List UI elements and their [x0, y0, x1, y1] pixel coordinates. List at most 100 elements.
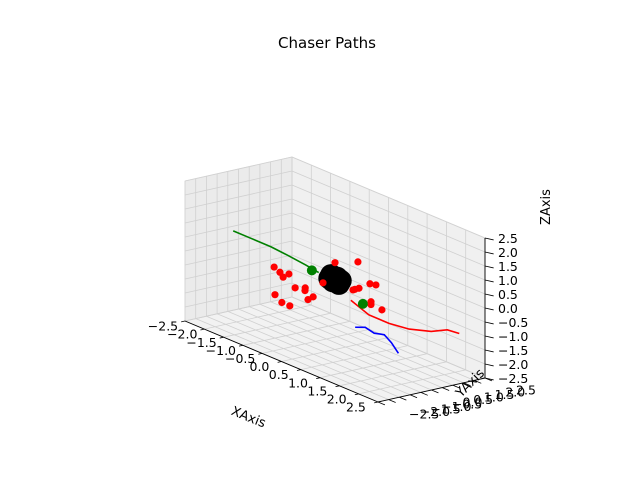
x-tick-label: −1.0 [206, 343, 236, 358]
x-tick-label: 2.5 [346, 400, 366, 415]
y-tick [377, 401, 386, 406]
z-tick [484, 349, 494, 353]
chaser-path [355, 326, 400, 354]
red-point [351, 285, 359, 293]
gridline [358, 369, 466, 395]
gridline [291, 170, 486, 253]
z-tick-label: −2.0 [498, 357, 528, 372]
red-point [304, 295, 312, 304]
y-tick-label: −2.5 [409, 406, 439, 421]
z-tick-label: 0.5 [498, 287, 518, 302]
z-tick-label: −0.5 [498, 315, 528, 330]
y-tick-label: −1.0 [441, 399, 471, 414]
z-tick-label: 2.5 [498, 231, 518, 246]
gridline [184, 226, 293, 252]
z-tick [484, 237, 494, 241]
y-tick [388, 399, 396, 403]
z-axis-label: ZAxis [539, 189, 554, 225]
x-tick [258, 353, 263, 355]
gridline [249, 306, 443, 388]
x-tick-label: 0.0 [250, 359, 270, 374]
x-tick-label: 1.0 [288, 375, 308, 390]
red-point [286, 302, 294, 310]
axis-ticks: −2.5−2.5−2.5−2.0−2.0−2.0−1.5−1.5−1.5−1.0… [148, 231, 536, 421]
red-point [372, 281, 380, 289]
red-point [285, 270, 293, 278]
x-tick [335, 385, 340, 388]
red-point [367, 300, 375, 309]
chart-title: Chaser Paths [278, 34, 376, 52]
red-point [366, 280, 374, 288]
chaser-path [232, 230, 320, 274]
gridline [300, 345, 408, 370]
z-tick-label: −1.5 [498, 343, 528, 358]
gridline [281, 299, 475, 381]
red-point [291, 284, 299, 292]
gridline [184, 198, 293, 224]
gridline [184, 184, 293, 210]
red-point [276, 268, 284, 276]
z-tick-label: −2.5 [498, 371, 528, 386]
gridline [320, 353, 428, 379]
gridline [184, 156, 293, 182]
z-tick-label: 0.0 [498, 301, 518, 316]
y-tick-label: 1.5 [495, 387, 515, 402]
x-tick [181, 320, 186, 323]
gridline [184, 212, 293, 238]
y-tick-label: −2.0 [420, 404, 450, 419]
z-tick-label: 1.5 [498, 259, 518, 274]
gridline [291, 156, 486, 239]
z-tick-label: 1.0 [498, 273, 518, 288]
gridline [291, 184, 486, 267]
gridline [259, 303, 454, 386]
y-tick [463, 382, 471, 387]
red-point [301, 287, 309, 295]
y-tick-label: 2.0 [505, 385, 525, 400]
gridline [238, 308, 432, 391]
gridline [291, 296, 486, 379]
green-point [357, 298, 368, 309]
y-tick-label: 0.0 [463, 394, 483, 409]
green-point [306, 265, 317, 276]
red-point [378, 306, 386, 314]
y-tick [399, 396, 407, 401]
x-tick-label: 0.5 [269, 367, 289, 382]
z-tick [484, 363, 494, 367]
z-tick [484, 321, 494, 325]
x-axis-label: XAxis [229, 404, 268, 431]
y-tick [452, 384, 461, 389]
x-tick [296, 369, 301, 371]
gridline [270, 301, 464, 384]
x-tick-label: 1.5 [307, 383, 327, 398]
y-tick-label: −0.5 [452, 397, 482, 412]
red-point [270, 263, 278, 271]
y-tick [484, 377, 493, 382]
y-tick-label: 2.5 [516, 382, 536, 397]
y-tick [431, 389, 439, 394]
x-tick [374, 401, 379, 404]
z-tick [484, 335, 494, 339]
z-tick [484, 251, 494, 255]
gridline [291, 226, 486, 309]
y-tick [474, 380, 482, 384]
red-point [319, 279, 327, 287]
z-tick-label: −1.0 [498, 329, 528, 344]
x-tick-label: 2.0 [327, 392, 347, 407]
chaser-path [350, 299, 460, 335]
x-tick [219, 336, 224, 339]
x-tick [354, 393, 359, 396]
y-tick [420, 392, 428, 396]
x-tick-label: −2.0 [167, 327, 197, 342]
y-tick-label: −1.5 [430, 402, 460, 417]
x-tick [277, 361, 282, 363]
x-tick-label: −2.5 [148, 319, 178, 334]
y-tick-label: 1.0 [484, 390, 504, 405]
data-marks [232, 230, 460, 354]
gridline [291, 198, 486, 281]
x-tick [238, 344, 243, 347]
z-tick [484, 265, 494, 269]
y-tick [409, 394, 418, 399]
y-tick-label: 0.5 [473, 392, 493, 407]
z-tick [484, 307, 494, 311]
